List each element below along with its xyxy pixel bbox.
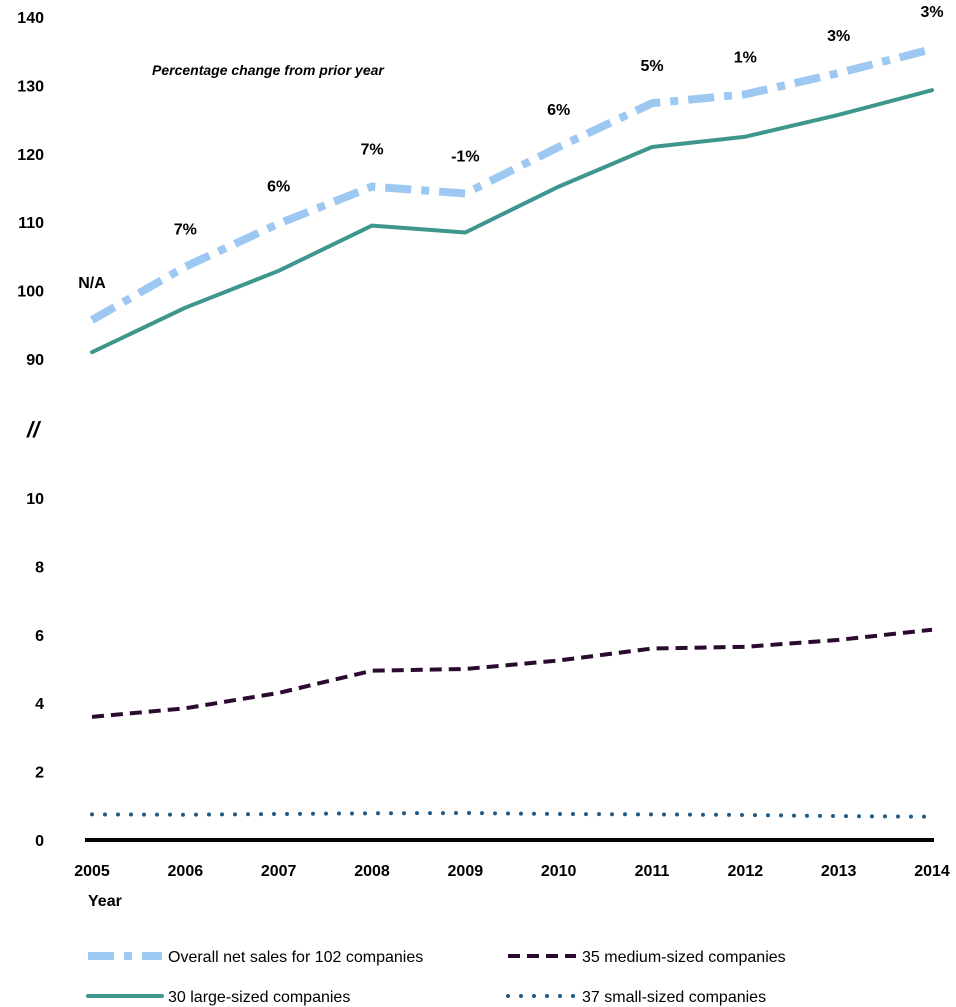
chart-annotation: Percentage change from prior year xyxy=(152,62,385,78)
x-axis-label: Year xyxy=(88,893,122,910)
y-tick-label-2: 2 xyxy=(35,765,44,782)
y-tick-label-10: 10 xyxy=(26,491,44,508)
percent-change-label-2011: 5% xyxy=(640,58,663,75)
y-tick-label-130: 130 xyxy=(17,78,44,95)
percent-change-labels: N/A 7% 6% 7% -1% 6% 5% 1% 3% 3% xyxy=(78,4,943,292)
percent-change-label-2010: 6% xyxy=(547,102,570,119)
x-tick-label-2011: 2011 xyxy=(635,863,670,880)
x-tick-label-2009: 2009 xyxy=(448,863,484,880)
y-tick-label-4: 4 xyxy=(35,696,44,713)
y-tick-label-8: 8 xyxy=(35,559,44,576)
series-line-overall-net-sales-for-102-companies xyxy=(90,45,933,324)
y-tick-label-6: 6 xyxy=(35,628,44,645)
percent-change-label-2014: 3% xyxy=(920,4,943,21)
x-tick-label-2012: 2012 xyxy=(728,863,764,880)
y-axis-ticks: 140 130 120 110 100 90 10 8 6 4 2 0 xyxy=(17,10,44,850)
x-tick-label-2014: 2014 xyxy=(914,863,950,880)
percent-change-label-2007: 6% xyxy=(267,179,290,196)
percent-change-label-2009: -1% xyxy=(451,148,479,165)
x-tick-label-2013: 2013 xyxy=(821,863,857,880)
legend-label-overall-net-sales-for-102-companies: Overall net sales for 102 companies xyxy=(168,949,423,966)
x-tick-label-2006: 2006 xyxy=(168,863,204,880)
percent-change-label-2012: 1% xyxy=(734,49,757,66)
y-tick-label-120: 120 xyxy=(17,147,44,164)
x-tick-label-2010: 2010 xyxy=(541,863,577,880)
series-line-30-large-sized-companies xyxy=(90,88,934,355)
x-tick-label-2005: 2005 xyxy=(74,863,110,880)
legend-label-35-medium-sized-companies: 35 medium-sized companies xyxy=(582,949,786,966)
percent-change-label-2008: 7% xyxy=(360,142,383,159)
series-line-37-small-sized-companies xyxy=(90,811,934,819)
y-tick-label-90: 90 xyxy=(26,352,44,369)
series-line-35-medium-sized-companies xyxy=(91,627,933,719)
x-tick-label-2007: 2007 xyxy=(261,863,297,880)
legend: Overall net sales for 102 companies 35 me… xyxy=(86,949,786,1006)
percent-change-label-2006: 7% xyxy=(174,222,197,239)
y-tick-label-140: 140 xyxy=(17,10,44,27)
x-axis-ticks: 2005 2006 2007 2008 2009 2010 2011 2012 2013 2014 xyxy=(74,863,950,880)
percent-change-label-2013: 3% xyxy=(827,28,850,45)
y-tick-label-100: 100 xyxy=(17,284,44,301)
x-tick-label-2008: 2008 xyxy=(354,863,390,880)
y-tick-label-0: 0 xyxy=(35,833,44,850)
percent-change-label-2005: N/A xyxy=(78,275,106,292)
legend-label-37-small-sized-companies: 37 small-sized companies xyxy=(582,989,766,1006)
series-layer xyxy=(90,45,934,819)
axis-break-symbol: // xyxy=(26,417,42,442)
y-tick-label-110: 110 xyxy=(18,215,44,232)
legend-label-30-large-sized-companies: 30 large-sized companies xyxy=(168,989,350,1006)
